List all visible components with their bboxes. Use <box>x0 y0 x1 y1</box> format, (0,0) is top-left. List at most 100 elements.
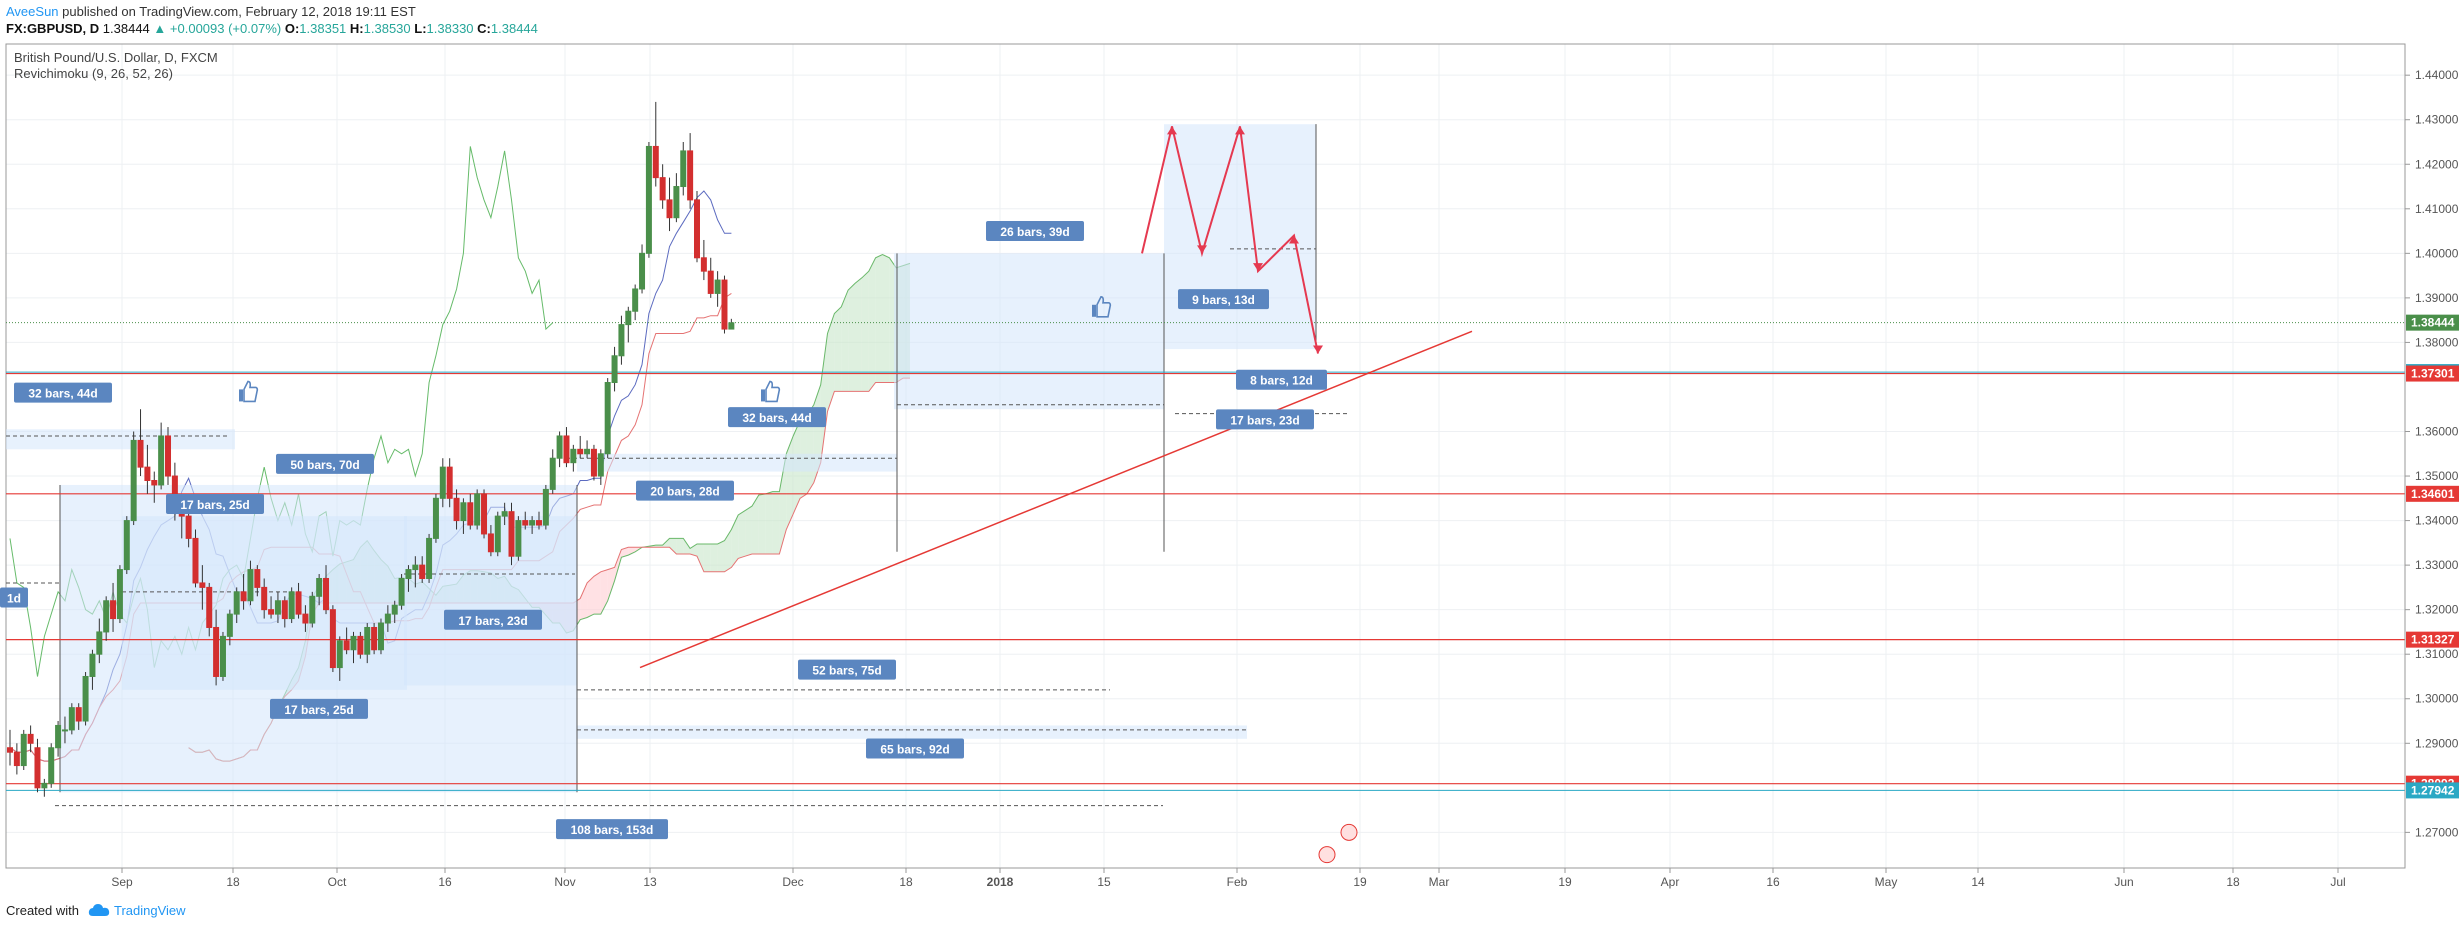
brand-name: TradingView <box>114 902 186 918</box>
range-label[interactable]: 8 bars, 12d <box>1236 369 1327 390</box>
candle-body <box>206 586 213 628</box>
candle-body <box>542 488 549 526</box>
candle-body <box>350 635 357 651</box>
candle-body <box>130 439 137 522</box>
idea-bubble-icon[interactable] <box>1318 823 1358 864</box>
candle-body <box>384 613 391 624</box>
thumbs-up-icon[interactable] <box>761 380 781 403</box>
candle-body <box>659 177 666 201</box>
time-tick-label: 19 <box>1558 875 1572 889</box>
price-tick-label: 1.30000 <box>2415 692 2459 706</box>
cloud-segment <box>855 277 862 392</box>
candle-body <box>34 747 41 789</box>
price-tick-label: 1.44000 <box>2415 68 2459 82</box>
arrow-head <box>1313 345 1323 354</box>
range-label[interactable]: 20 bars, 28d <box>636 480 734 501</box>
trend-line <box>639 330 1473 669</box>
publish-info: AveeSun published on TradingView.com, Fe… <box>6 4 416 19</box>
candle-body <box>302 613 309 624</box>
time-tick-label: Oct <box>328 875 347 889</box>
candle-body <box>82 675 89 722</box>
candle-body <box>288 591 295 620</box>
cloud-segment <box>827 313 835 412</box>
time-axis[interactable]: Sep 18 Oct 16 Nov 13 Dec 18 2018 15 Feb 19 Mar 19 Apr 1… <box>111 868 2346 889</box>
thumbs-up-icon[interactable] <box>239 380 259 403</box>
high-value: 1.38530 <box>363 21 411 36</box>
cloud-segment <box>593 571 601 615</box>
candle-body <box>48 747 55 784</box>
candle-body <box>295 591 302 615</box>
thumb-outline <box>243 380 259 403</box>
time-tick-label: May <box>1875 875 1898 889</box>
candle-body <box>254 569 261 588</box>
cloud-segment <box>834 306 842 392</box>
candle-body <box>268 609 275 615</box>
price-chart[interactable]: 32 bars, 44d 50 bars, 70d 17 bars, 25d 20 b… <box>0 40 2462 896</box>
idea-bubble <box>1340 823 1358 841</box>
footer: Created with TradingView <box>0 896 2462 926</box>
cloud-segment <box>703 543 711 572</box>
range-label-text: 17 bars, 25d <box>180 498 249 512</box>
range-label[interactable]: 17 bars, 25d <box>166 493 264 514</box>
price-tag-bg <box>2406 314 2459 331</box>
range-label[interactable]: 9 bars, 13d <box>1178 289 1269 310</box>
price-tick-label: 1.32000 <box>2415 603 2459 617</box>
thumb-cuff <box>239 389 243 402</box>
cloud-segment <box>669 538 677 554</box>
range-label[interactable]: 32 bars, 44d <box>728 407 826 428</box>
candle-body <box>316 577 323 597</box>
indicator-label[interactable]: Revichimoku (9, 26, 52, 26) <box>14 66 173 81</box>
range-box <box>1164 124 1316 350</box>
price-tick-label: 1.38000 <box>2415 335 2459 349</box>
range-label[interactable]: 1d <box>0 587 28 608</box>
range-label[interactable]: 26 bars, 39d <box>986 220 1084 241</box>
chart-header: AveeSun published on TradingView.com, Fe… <box>0 0 2462 40</box>
time-tick-label: 16 <box>1766 875 1780 889</box>
candle-body <box>13 751 20 767</box>
candle-body <box>75 707 82 722</box>
candle-body <box>377 622 384 651</box>
range-label[interactable]: 32 bars, 44d <box>14 382 112 403</box>
range-label[interactable]: 17 bars, 23d <box>1216 409 1314 430</box>
candle-body <box>398 577 405 606</box>
candle-body <box>144 466 151 481</box>
candle-body <box>700 257 707 272</box>
range-box <box>6 429 235 450</box>
candle-body <box>213 626 220 677</box>
candle-body <box>364 626 371 655</box>
candle-body <box>529 520 536 526</box>
candle-body <box>522 520 529 526</box>
candle-body <box>27 733 34 744</box>
annotations <box>239 126 1358 864</box>
candle-body <box>439 466 446 499</box>
range-label[interactable]: 52 bars, 75d <box>798 659 896 680</box>
tradingview-logo[interactable]: TradingView <box>88 899 186 921</box>
range-label-text: 17 bars, 23d <box>458 614 527 628</box>
price-tick-label: 1.27000 <box>2415 825 2459 839</box>
range-label[interactable]: 17 bars, 25d <box>270 698 368 719</box>
range-label[interactable]: 17 bars, 23d <box>444 609 542 630</box>
time-tick-label: Jun <box>2114 875 2133 889</box>
candle-body <box>563 435 570 464</box>
range-label[interactable]: 50 bars, 70d <box>276 453 374 474</box>
candle-body <box>639 252 646 290</box>
author-link[interactable]: AveeSun <box>6 4 59 19</box>
price-tag-label: 1.31327 <box>2411 633 2455 647</box>
range-label[interactable]: 65 bars, 92d <box>866 738 964 759</box>
range-box <box>577 725 1247 739</box>
candle-body <box>199 582 206 588</box>
price-axis[interactable]: 1.44000 1.43000 1.42000 1.41000 1.40000 1.390… <box>2404 44 2459 868</box>
thumbs-up-icon[interactable] <box>1092 295 1112 318</box>
cloud-segment <box>882 254 890 383</box>
cloud-segment <box>614 549 622 581</box>
range-label[interactable]: 108 bars, 153d <box>556 819 668 840</box>
price-tag-label: 1.27942 <box>2411 783 2455 797</box>
range-label-text: 50 bars, 70d <box>290 458 359 472</box>
cloud-segment <box>628 547 636 556</box>
open-label: O: <box>284 21 300 36</box>
candle-body <box>618 324 625 357</box>
candle-body <box>632 288 639 312</box>
candle-body <box>707 270 714 294</box>
range-label-text: 32 bars, 44d <box>28 387 97 401</box>
candle-body <box>652 145 659 179</box>
